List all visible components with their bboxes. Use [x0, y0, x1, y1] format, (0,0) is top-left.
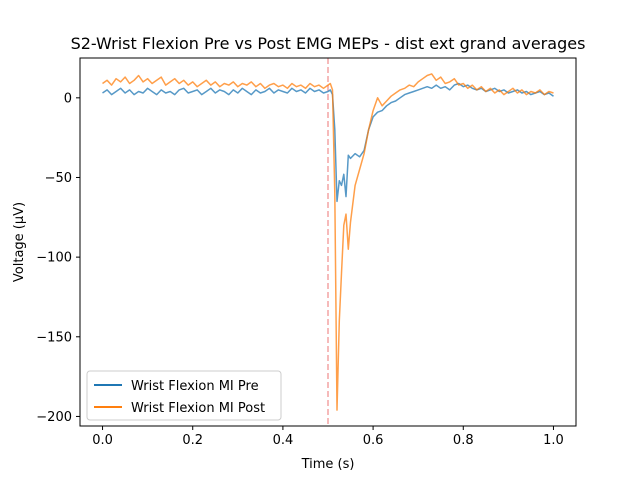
y-tick-label: −200	[36, 410, 72, 425]
x-tick-label: 0.2	[182, 433, 203, 448]
x-tick-label: 0.6	[363, 433, 384, 448]
legend-label-pre: Wrist Flexion MI Pre	[131, 379, 259, 394]
x-axis: 0.0 0.2 0.4 0.6 0.8 1.0	[92, 426, 564, 448]
plot-frame	[79, 57, 577, 427]
y-axis: −200 −150 −100 −50 0	[36, 91, 80, 425]
chart-title: S2-Wrist Flexion Pre vs Post EMG MEPs - …	[71, 34, 586, 53]
x-tick-label: 0.4	[273, 433, 294, 448]
y-tick-label: −150	[36, 330, 72, 345]
x-axis-title: Time (s)	[301, 457, 355, 472]
legend: Wrist Flexion MI Pre Wrist Flexion MI Po…	[86, 370, 282, 421]
x-tick-label: 1.0	[543, 433, 564, 448]
legend-box	[86, 370, 282, 421]
y-tick-label: −50	[45, 171, 72, 186]
plot-area	[102, 58, 554, 426]
y-tick-label: 0	[64, 91, 72, 106]
series-line-1	[102, 73, 554, 411]
y-axis-title: Voltage (µV)	[12, 202, 27, 282]
x-tick-label: 0.8	[453, 433, 474, 448]
y-tick-label: −100	[36, 251, 72, 266]
legend-label-post: Wrist Flexion MI Post	[131, 401, 265, 416]
x-tick-label: 0.0	[92, 433, 113, 448]
